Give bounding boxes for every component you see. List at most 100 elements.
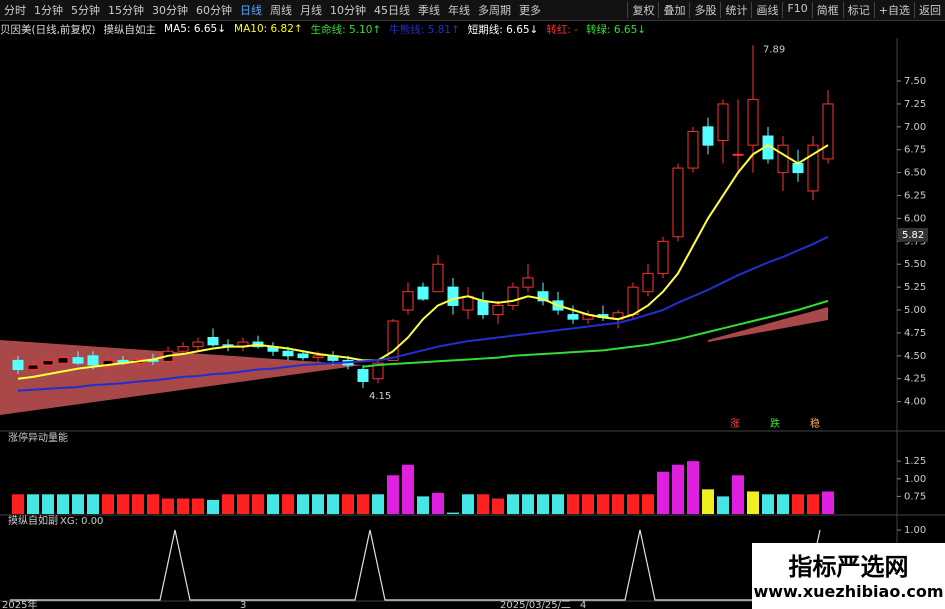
bar (87, 494, 99, 514)
bar (597, 494, 609, 514)
y-tick-label: 1.00 (904, 525, 926, 536)
tool-button[interactable]: +自选 (873, 2, 914, 18)
period-tab[interactable]: 60分钟 (196, 4, 232, 17)
bar (732, 475, 744, 514)
candle-body (447, 286, 459, 306)
tool-button[interactable]: 返回 (914, 2, 945, 18)
bar (747, 491, 759, 514)
tool-button[interactable]: 统计 (720, 2, 751, 18)
bar (567, 494, 579, 514)
y-tick-label: 5.50 (904, 259, 926, 270)
bar (222, 494, 234, 514)
bar (147, 494, 159, 514)
y-tick-label: 4.00 (904, 397, 926, 408)
watermark: 指标严选网 www.xuezhibiao.com (752, 543, 945, 609)
stock-title: 贝因美(日线,前复权) (0, 23, 96, 36)
bar (432, 492, 444, 514)
period-tab[interactable]: 更多 (519, 4, 541, 17)
bar (417, 496, 429, 514)
x-label: 2025/03/25/二 (500, 600, 571, 609)
x-label: 4 (580, 600, 586, 609)
x-label: 2025年 (2, 598, 37, 609)
candle-body (537, 291, 549, 302)
period-tab[interactable]: 季线 (418, 4, 440, 17)
tool-button[interactable]: 简框 (811, 2, 843, 18)
period-tab[interactable]: 5分钟 (71, 4, 100, 17)
candle-body (657, 240, 669, 274)
candle-body (642, 272, 654, 293)
candle-body (57, 357, 69, 364)
bar (717, 496, 729, 514)
bar (762, 494, 774, 514)
toolbar: 分时 1分钟 5分钟 15分钟 30分钟 60分钟 日线 周线 月线 10分钟 45日线 季线 年线 多周… (0, 0, 945, 21)
candle-body (72, 357, 84, 364)
y-tick-label: 4.25 (904, 374, 926, 385)
bar (657, 471, 669, 514)
tool-button[interactable]: 画线 (751, 2, 782, 18)
bar (402, 464, 414, 514)
candle-body (792, 162, 804, 174)
y-tick-label: 6.75 (904, 145, 926, 156)
y-tick-label: 4.50 (904, 351, 926, 362)
legend: 贝因美(日线,前复权) 摸纵自如主 MA5: 6.65↓ MA10: 6.82↑ 生… (0, 21, 646, 37)
tool-button[interactable]: 复权 (627, 2, 658, 18)
bar (342, 494, 354, 514)
period-tab[interactable]: 1分钟 (34, 4, 63, 17)
candle-body (672, 167, 684, 238)
bar (72, 494, 84, 514)
period-tab[interactable]: 周线 (270, 4, 292, 17)
candle-body (492, 304, 504, 316)
panel-title: 涨停异动量能 (8, 431, 68, 444)
period-tab[interactable]: 10分钟 (330, 4, 366, 17)
period-tab[interactable]: 年线 (448, 4, 470, 17)
panel-subtitle: XG: 0.00 (60, 516, 103, 527)
watermark-title: 指标严选网 (788, 553, 909, 581)
bar (282, 494, 294, 514)
signal-label: 跌 (770, 417, 780, 430)
bar (807, 494, 819, 514)
y-tick-label: 1.00 (904, 474, 926, 485)
candle-body (822, 103, 834, 160)
price-tag: 5.82 (902, 230, 924, 241)
tool-button[interactable]: 标记 (842, 2, 874, 18)
legend-entry: 转红: - (546, 23, 579, 36)
bar (507, 494, 519, 514)
period-tab[interactable]: 45日线 (374, 4, 410, 17)
band-fill (708, 307, 828, 342)
candle-body (207, 336, 219, 346)
period-tab[interactable]: 月线 (300, 4, 322, 17)
candle-body (717, 103, 729, 142)
period-tab[interactable]: 多周期 (478, 4, 511, 17)
y-tick-label: 7.00 (904, 122, 926, 133)
candle-body (402, 291, 414, 311)
candle-body (372, 362, 384, 380)
period-tab[interactable]: 15分钟 (108, 4, 144, 17)
candle-body (687, 130, 699, 169)
bar (327, 494, 339, 514)
y-tick-label: 6.00 (904, 213, 926, 224)
bar (102, 494, 114, 514)
tool-button[interactable]: 多股 (689, 2, 720, 18)
period-tab[interactable]: 日线 (240, 4, 262, 17)
candle-body (747, 98, 759, 146)
x-label: 3 (240, 600, 246, 609)
period-tab[interactable]: 分时 (4, 4, 26, 17)
y-tick-label: 5.00 (904, 305, 926, 316)
bar (792, 494, 804, 514)
candle-body (777, 144, 789, 174)
bar (57, 494, 69, 514)
bar (177, 498, 189, 514)
candle-body (192, 341, 204, 348)
period-tab[interactable]: 30分钟 (152, 4, 188, 17)
tool-button[interactable]: F10 (782, 2, 811, 18)
candle-body (627, 286, 639, 316)
price-tag-box (898, 227, 928, 242)
y-tick-label: 7.50 (904, 76, 926, 87)
candle-body (42, 359, 54, 366)
bar (207, 499, 219, 514)
period-tabs: 分时 1分钟 5分钟 15分钟 30分钟 60分钟 日线 周线 月线 10分钟 45日线 季线 年线 多周… (0, 2, 627, 18)
ma-line (17, 143, 829, 380)
tool-button[interactable]: 叠加 (658, 2, 689, 18)
